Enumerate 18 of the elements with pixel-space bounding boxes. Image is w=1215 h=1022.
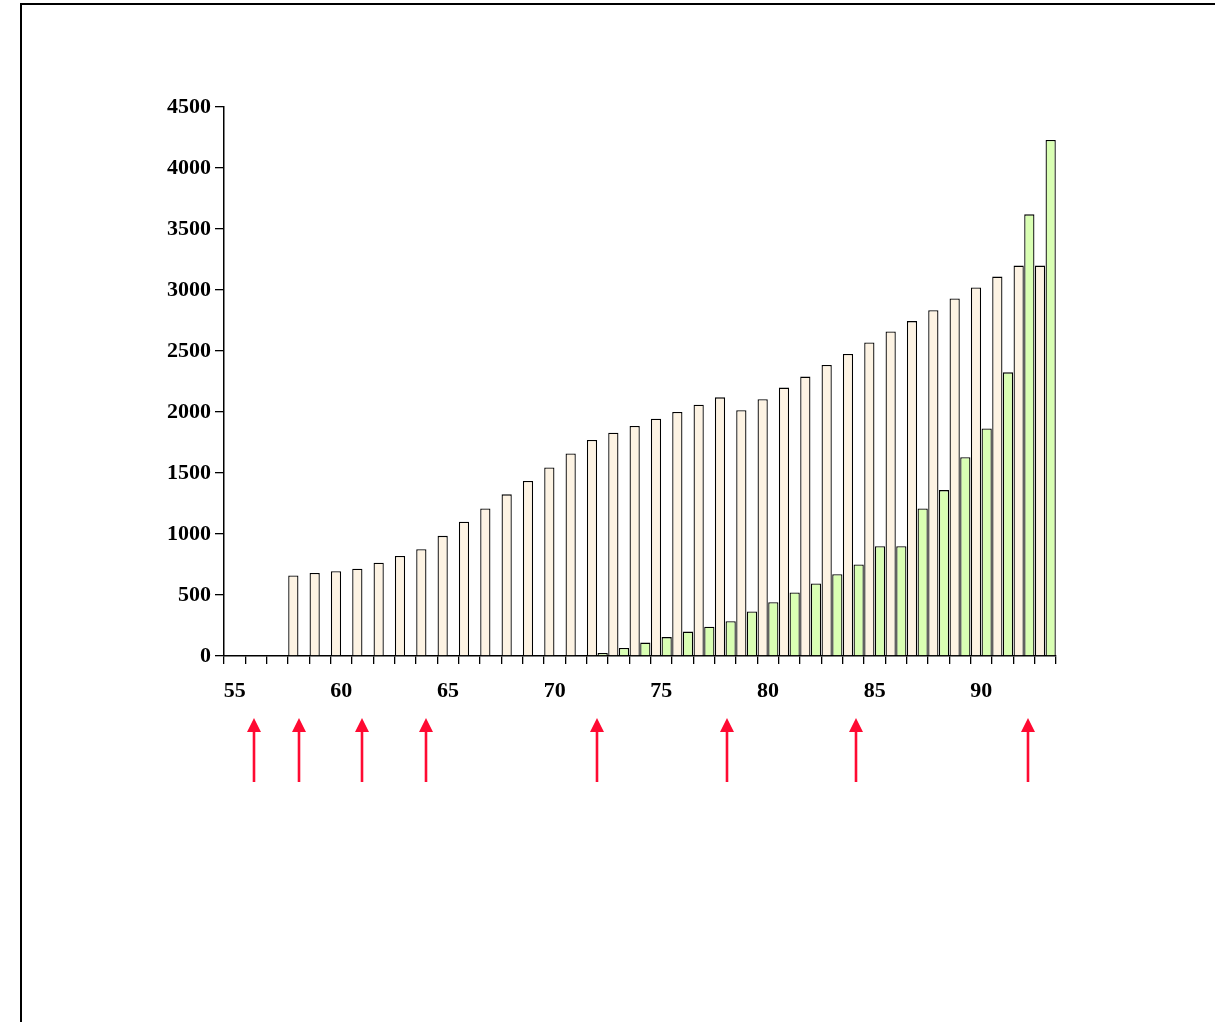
y-tick-label: 3500 (167, 214, 211, 240)
y-tick-label: 4000 (167, 153, 211, 179)
x-tick-label: 70 (543, 676, 566, 702)
y-tick-label: 500 (178, 580, 211, 606)
y-tick-label: 2000 (167, 397, 211, 423)
y-tick-label: 1000 (167, 519, 211, 545)
x-tick-label: 85 (863, 676, 886, 702)
x-tick-label: 60 (330, 676, 353, 702)
x-tick-label: 65 (437, 676, 459, 702)
y-tick-label: 0 (200, 641, 211, 667)
x-tick-label: 80 (757, 676, 779, 702)
y-tick-label: 2500 (167, 336, 211, 362)
y-tick-label: 4500 (167, 92, 211, 118)
y-tick-label: 1500 (167, 458, 211, 484)
x-tick-label: 55 (223, 676, 246, 702)
x-tick-label: 75 (650, 676, 673, 702)
x-tick-label: 90 (970, 676, 993, 702)
y-tick-label: 3000 (167, 275, 211, 301)
